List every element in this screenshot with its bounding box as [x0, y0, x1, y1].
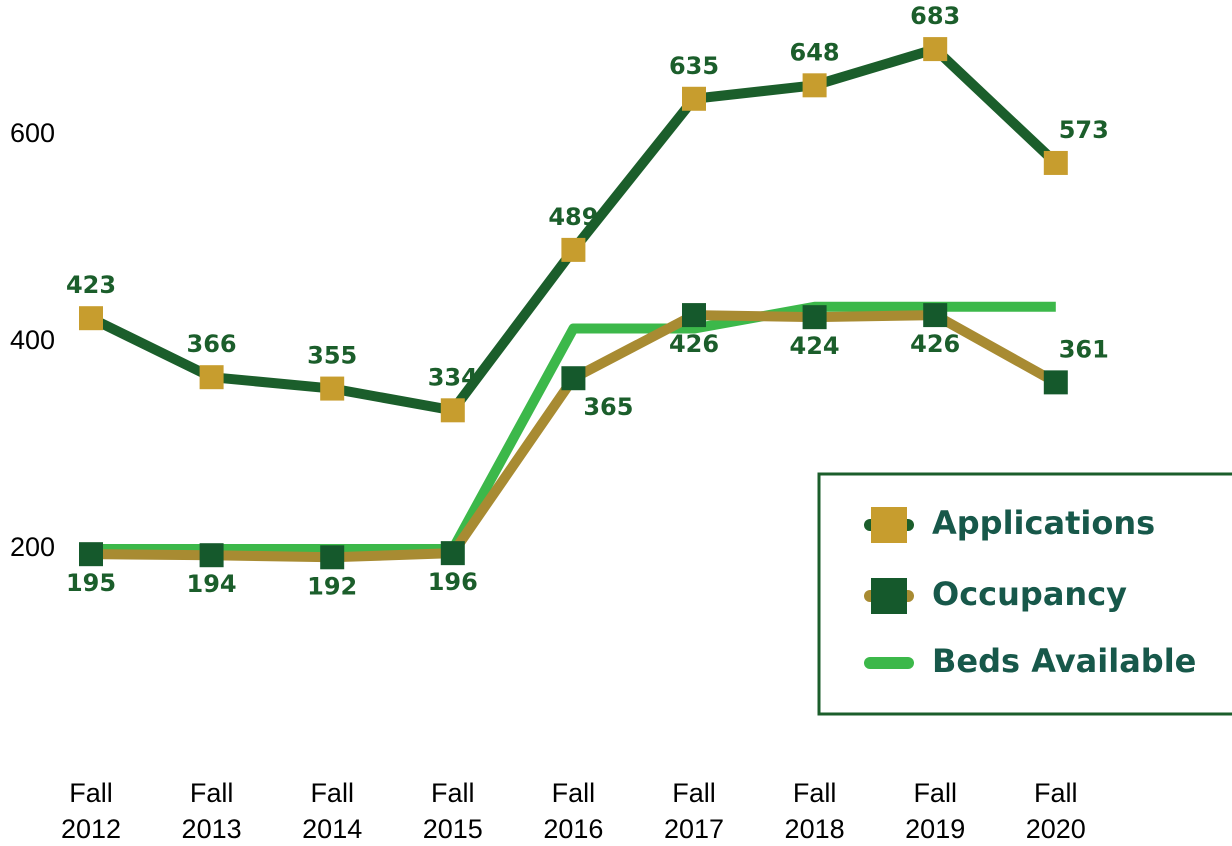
data-label: 489 — [548, 203, 598, 231]
marker — [79, 542, 103, 567]
y-tick-label: 400 — [10, 325, 55, 355]
marker — [682, 86, 706, 111]
data-label: 361 — [1059, 335, 1109, 363]
data-label: 366 — [187, 330, 237, 358]
x-tick-label: Fall 2015 — [423, 778, 483, 844]
marker — [802, 305, 827, 330]
data-label: 423 — [66, 271, 116, 299]
legend-marker — [871, 507, 907, 543]
y-tick-label: 600 — [10, 118, 55, 148]
marker — [199, 365, 224, 390]
data-label: 355 — [307, 342, 357, 370]
x-tick-label: Fall 2019 — [905, 778, 965, 844]
marker — [440, 398, 465, 423]
marker — [199, 543, 224, 568]
legend-label: Beds Available — [932, 642, 1196, 680]
data-label: 196 — [428, 568, 478, 596]
marker — [561, 237, 586, 262]
marker — [1043, 150, 1068, 175]
marker — [923, 37, 948, 62]
data-label: 195 — [66, 569, 116, 597]
data-label: 365 — [583, 393, 633, 421]
marker — [1043, 370, 1068, 395]
marker — [923, 303, 948, 328]
data-label: 683 — [910, 2, 960, 30]
data-label: 573 — [1059, 116, 1109, 144]
data-label: 426 — [910, 330, 960, 358]
legend-marker — [871, 578, 907, 614]
x-tick-label: Fall 2014 — [302, 778, 362, 844]
x-tick-label: Fall 2018 — [785, 778, 845, 844]
marker — [79, 306, 103, 331]
y-tick-label: 200 — [10, 532, 55, 562]
x-tick-label: Fall 2012 — [61, 778, 121, 844]
marker — [802, 73, 827, 98]
marker — [440, 541, 465, 566]
x-tick-label: Fall 2017 — [664, 778, 724, 844]
x-tick-label: Fall 2020 — [1026, 778, 1086, 844]
legend-label: Applications — [932, 504, 1155, 542]
legend-label: Occupancy — [932, 575, 1127, 613]
data-label: 635 — [669, 52, 719, 80]
x-tick-label: Fall 2016 — [543, 778, 603, 844]
data-label: 648 — [790, 38, 840, 66]
x-tick-label: Fall 2013 — [182, 778, 242, 844]
data-label: 426 — [669, 330, 719, 358]
marker — [561, 366, 586, 391]
marker — [320, 376, 345, 401]
data-label: 424 — [790, 332, 840, 360]
series-line — [91, 301, 1056, 554]
data-label: 192 — [307, 572, 357, 600]
data-label: 334 — [428, 363, 478, 391]
marker — [320, 545, 345, 570]
data-label: 194 — [187, 570, 237, 598]
marker — [682, 303, 706, 328]
